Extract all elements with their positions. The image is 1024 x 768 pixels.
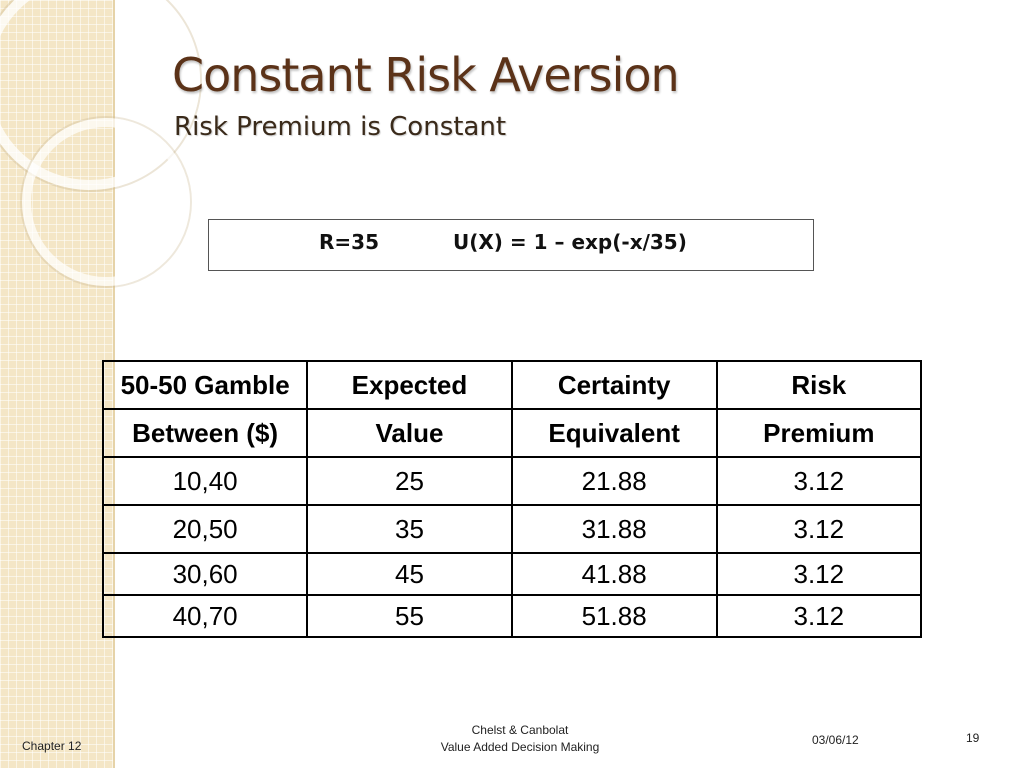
expected-value-cell: 55 [306, 594, 513, 638]
header-cell: 50-50 Gamble [101, 360, 309, 410]
slide-title: Constant Risk Aversion [172, 48, 680, 102]
header-cell: Premium [715, 408, 923, 458]
risk-premium-cell: 3.12 [715, 594, 923, 638]
header-cell: Expected [306, 360, 513, 410]
table-row: 20,50 35 31.88 3.12 [101, 504, 923, 554]
footer-authors: Chelst & Canbolat [471, 723, 569, 737]
certainty-equivalent-cell: 51.88 [510, 594, 718, 638]
risk-premium-cell: 3.12 [715, 552, 923, 596]
table-row: 30,60 45 41.88 3.12 [101, 552, 923, 596]
header-cell: Equivalent [510, 408, 718, 458]
expected-value-cell: 45 [306, 552, 513, 596]
slide-subtitle: Risk Premium is Constant [174, 112, 507, 142]
risk-premium-table: 50-50 Gamble Expected Certainty Risk Bet… [101, 360, 923, 638]
table-row: 10,40 25 21.88 3.12 [101, 456, 923, 506]
header-cell: Risk [715, 360, 923, 410]
utility-function: U(X) = 1 – exp(-x/35) [453, 230, 687, 254]
risk-premium-cell: 3.12 [715, 504, 923, 554]
formula-box: R=35 U(X) = 1 – exp(-x/35) [208, 219, 814, 271]
header-cell: Between ($) [101, 408, 309, 458]
certainty-equivalent-cell: 41.88 [510, 552, 718, 596]
footer-book: Value Added Decision Making [440, 740, 600, 754]
expected-value-cell: 35 [306, 504, 513, 554]
gamble-cell: 10,40 [101, 456, 309, 506]
certainty-equivalent-cell: 31.88 [510, 504, 718, 554]
risk-premium-cell: 3.12 [715, 456, 923, 506]
header-cell: Certainty [510, 360, 718, 410]
decorative-ring-middle [22, 118, 190, 286]
header-cell: Value [306, 408, 513, 458]
gamble-cell: 30,60 [101, 552, 309, 596]
table-header-row: 50-50 Gamble Expected Certainty Risk [101, 360, 923, 410]
footer-date: 03/06/12 [812, 733, 859, 747]
expected-value-cell: 25 [306, 456, 513, 506]
table-header-row: Between ($) Value Equivalent Premium [101, 408, 923, 458]
table-row: 40,70 55 51.88 3.12 [101, 594, 923, 638]
gamble-cell: 20,50 [101, 504, 309, 554]
certainty-equivalent-cell: 21.88 [510, 456, 718, 506]
slide-number: 19 [966, 731, 980, 745]
footer-chapter: Chapter 12 [22, 739, 82, 753]
risk-tolerance-value: R=35 [319, 230, 379, 254]
gamble-cell: 40,70 [101, 594, 309, 638]
footer-credits: Chelst & Canbolat Value Added Decision M… [420, 722, 620, 756]
